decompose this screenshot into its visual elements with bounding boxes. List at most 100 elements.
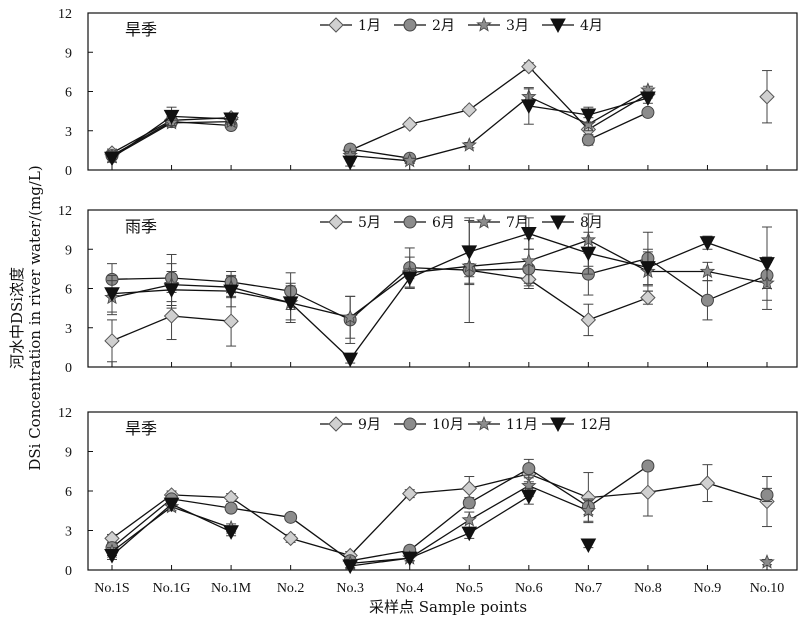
y-tick-label: 9 (65, 243, 72, 258)
panel-3: 0 3 6 9 12 旱季 9月 10月 11月 12月 (58, 406, 798, 579)
y-axis-title-line-2: DSi Concentration in river water/(mg/L) (26, 165, 44, 470)
data-point (223, 284, 239, 300)
series-line (111, 473, 768, 557)
legend: 5月 6月 7月 8月 (320, 213, 603, 231)
data-point (699, 263, 716, 279)
legend-marker (476, 415, 492, 431)
data-point (104, 287, 120, 302)
panel-1: 0 3 6 9 12 旱季 1月 2月 3月 4月 (58, 7, 798, 179)
y-tick-label: 0 (65, 164, 72, 179)
data-point (461, 136, 477, 152)
data-point (223, 313, 239, 329)
series-line (350, 148, 410, 159)
data-point (520, 227, 537, 242)
x-tick-labels: No.1S No.1G No.1M No.2 No.3 No.4 No.5 No.6 No.7 N… (94, 581, 784, 596)
data-point (521, 252, 537, 268)
y-tick-label: 0 (65, 361, 72, 376)
series-line (111, 232, 768, 361)
legend-marker (403, 417, 417, 431)
data-point (223, 112, 239, 128)
x-tick-label: No.5 (455, 581, 483, 596)
data-point (284, 510, 298, 524)
series-line (588, 111, 649, 141)
data-point (402, 152, 418, 168)
data-point (461, 480, 477, 497)
data-point (580, 246, 597, 262)
legend-label: 7月 (506, 215, 529, 231)
legend-marker (550, 18, 566, 34)
data-point (461, 245, 478, 260)
data-point (402, 116, 418, 132)
legend-label: 2月 (432, 18, 455, 34)
x-tick-label: No.1S (94, 581, 129, 596)
data-point (641, 459, 655, 473)
data-point (104, 549, 120, 564)
data-point (461, 526, 478, 542)
data-point (223, 525, 239, 540)
legend-marker (550, 417, 566, 433)
series-line (350, 495, 530, 567)
x-tick-label: No.9 (694, 581, 722, 596)
legend-label: 6月 (432, 215, 455, 231)
legend-label: 10月 (432, 417, 464, 433)
y-tick-label: 3 (65, 322, 72, 337)
data-point (402, 485, 418, 502)
legend-label: 1月 (358, 18, 381, 34)
x-tick-label: No.2 (277, 581, 305, 596)
series-line (350, 89, 649, 162)
series-2-4 (104, 217, 775, 368)
series-3-4 (104, 487, 597, 575)
legend-marker (476, 213, 492, 229)
data-point (580, 538, 597, 554)
series-line (111, 465, 649, 562)
season-label: 旱季 (125, 20, 157, 39)
legend-marker (550, 215, 566, 231)
data-point (640, 289, 656, 306)
data-point (282, 296, 299, 311)
y-tick-label: 3 (65, 525, 72, 540)
legend: 1月 2月 3月 4月 (320, 16, 603, 34)
x-tick-label: No.7 (575, 581, 603, 596)
y-tick-label: 0 (65, 564, 72, 579)
data-point (224, 501, 238, 515)
data-point (640, 261, 656, 276)
data-point (759, 89, 775, 105)
y-tick-label: 12 (58, 7, 72, 22)
x-axis-title: 采样点 Sample points (369, 598, 527, 616)
legend-marker (476, 16, 492, 32)
legend-label: 8月 (580, 215, 603, 231)
data-point (759, 554, 775, 569)
data-point (104, 151, 120, 167)
legend-marker (403, 215, 417, 229)
x-tick-label: No.1M (211, 581, 252, 596)
legend-marker (328, 214, 344, 230)
x-tick-label: No.1G (153, 581, 191, 596)
y-axis-title-line-1: 河水中DSi浓度 (8, 267, 26, 369)
data-point (520, 99, 537, 114)
panels-layer: 0 3 6 9 12 旱季 1月 2月 3月 4月 0 3 6 9 12 雨季 5月 6月 7月 8月 0 3 6 9 12 旱季… (58, 7, 798, 596)
series-1-4 (104, 87, 656, 171)
panel-2: 0 3 6 9 12 雨季 5月 6月 7月 8月 (58, 204, 798, 376)
x-tick-label: No.10 (750, 581, 785, 596)
data-point (461, 511, 477, 527)
series-line (111, 239, 768, 319)
data-point (580, 502, 597, 518)
data-point (104, 333, 120, 349)
legend-label: 3月 (506, 18, 529, 34)
legend: 9月 10月 11月 12月 (320, 415, 612, 433)
y-tick-label: 12 (58, 204, 72, 219)
legend-label: 11月 (506, 417, 538, 433)
data-point (580, 312, 597, 328)
data-point (401, 271, 418, 287)
legend-marker (403, 18, 417, 32)
data-point (640, 484, 656, 501)
legend-label: 12月 (580, 417, 612, 433)
y-tick-label: 9 (65, 46, 72, 61)
data-point (282, 530, 299, 547)
legend-marker (328, 416, 344, 432)
data-point (163, 497, 180, 513)
y-tick-label: 3 (65, 125, 72, 140)
data-point (521, 58, 537, 75)
